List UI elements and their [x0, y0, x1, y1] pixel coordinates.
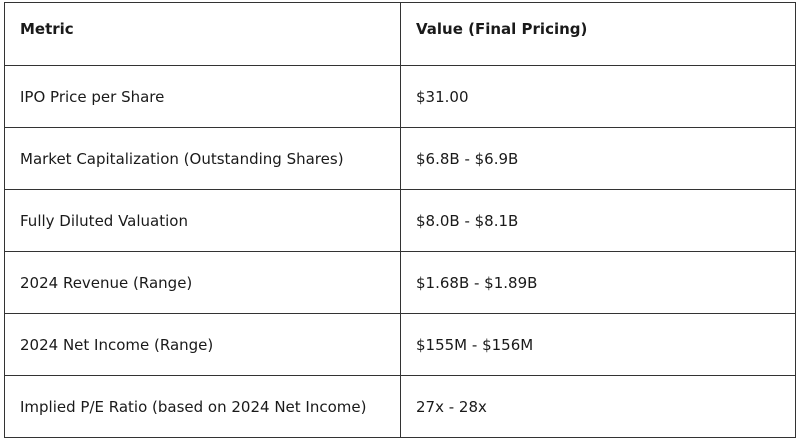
- table-cell: $8.0B - $8.1B: [400, 189, 796, 252]
- table-cell: $155M - $156M: [400, 313, 796, 376]
- table-row: 2024 Net Income (Range) $155M - $156M: [4, 313, 796, 376]
- table-row: 2024 Revenue (Range) $1.68B - $1.89B: [4, 251, 796, 314]
- table-row: IPO Price per Share $31.00: [4, 65, 796, 128]
- table-cell: $6.8B - $6.9B: [400, 127, 796, 190]
- table-cell: Market Capitalization (Outstanding Share…: [4, 127, 401, 190]
- table-body: IPO Price per Share $31.00 Market Capitali…: [4, 65, 796, 438]
- table-cell: Fully Diluted Valuation: [4, 189, 401, 252]
- header-cell: Value (Final Pricing): [400, 2, 796, 66]
- table-cell: 2024 Net Income (Range): [4, 313, 401, 376]
- data-table: Metric Value (Final Pricing) IPO Price pe…: [4, 2, 796, 438]
- table-cell: IPO Price per Share: [4, 65, 401, 128]
- table-cell: $31.00: [400, 65, 796, 128]
- table-cell: Implied P/E Ratio (based on 2024 Net Inc…: [4, 375, 401, 438]
- table-cell: $1.68B - $1.89B: [400, 251, 796, 314]
- table-cell: 2024 Revenue (Range): [4, 251, 401, 314]
- header-cell: Metric: [4, 2, 401, 66]
- header-row: Metric Value (Final Pricing): [4, 2, 796, 66]
- table-row: Implied P/E Ratio (based on 2024 Net Inc…: [4, 375, 796, 438]
- table-row: Fully Diluted Valuation $8.0B - $8.1B: [4, 189, 796, 252]
- table-cell: 27x - 28x: [400, 375, 796, 438]
- table-row: Market Capitalization (Outstanding Share…: [4, 127, 796, 190]
